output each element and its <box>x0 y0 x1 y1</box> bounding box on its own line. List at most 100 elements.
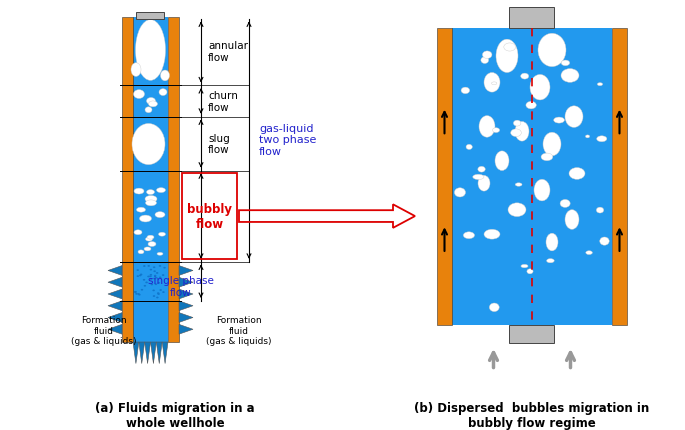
Ellipse shape <box>136 21 166 81</box>
Bar <box>182 174 237 259</box>
Ellipse shape <box>149 101 158 108</box>
Ellipse shape <box>495 151 509 171</box>
Ellipse shape <box>156 188 166 193</box>
Ellipse shape <box>156 297 159 299</box>
Polygon shape <box>179 325 193 335</box>
Ellipse shape <box>482 52 492 59</box>
Ellipse shape <box>489 303 499 312</box>
Ellipse shape <box>463 232 475 239</box>
Bar <box>510 8 554 29</box>
Polygon shape <box>108 325 122 335</box>
Ellipse shape <box>600 237 609 246</box>
Ellipse shape <box>147 236 154 240</box>
Ellipse shape <box>511 129 521 137</box>
Ellipse shape <box>151 284 153 286</box>
Ellipse shape <box>454 188 466 197</box>
Ellipse shape <box>136 276 139 277</box>
Ellipse shape <box>153 278 155 280</box>
Ellipse shape <box>466 145 473 150</box>
Polygon shape <box>151 342 156 364</box>
Ellipse shape <box>147 276 150 278</box>
Text: churn
flow: churn flow <box>208 91 238 113</box>
Ellipse shape <box>155 212 165 218</box>
Ellipse shape <box>136 270 139 271</box>
Polygon shape <box>145 342 151 364</box>
Ellipse shape <box>149 274 152 276</box>
Polygon shape <box>162 342 168 364</box>
Ellipse shape <box>153 267 155 268</box>
Bar <box>452 29 612 326</box>
Polygon shape <box>108 313 122 322</box>
Ellipse shape <box>546 233 558 251</box>
Ellipse shape <box>147 265 150 267</box>
Ellipse shape <box>560 200 570 208</box>
Ellipse shape <box>147 190 155 195</box>
Ellipse shape <box>158 282 160 284</box>
Ellipse shape <box>134 292 136 293</box>
Ellipse shape <box>158 233 166 237</box>
Ellipse shape <box>527 269 533 274</box>
Ellipse shape <box>138 250 144 254</box>
Polygon shape <box>179 313 193 322</box>
Ellipse shape <box>547 259 554 263</box>
Ellipse shape <box>561 61 570 67</box>
Ellipse shape <box>521 265 528 268</box>
Ellipse shape <box>140 289 143 291</box>
Ellipse shape <box>565 107 583 128</box>
Ellipse shape <box>139 275 142 276</box>
Ellipse shape <box>159 89 167 96</box>
Bar <box>133 18 168 342</box>
Ellipse shape <box>159 265 161 267</box>
Ellipse shape <box>586 251 593 255</box>
Polygon shape <box>156 342 162 364</box>
Ellipse shape <box>530 75 550 101</box>
Ellipse shape <box>134 230 142 235</box>
Ellipse shape <box>149 276 151 277</box>
Ellipse shape <box>515 122 529 142</box>
Text: (a) Fluids migration in a
whole wellhole: (a) Fluids migration in a whole wellhole <box>95 401 255 429</box>
Ellipse shape <box>143 265 146 267</box>
Ellipse shape <box>149 269 152 271</box>
Bar <box>612 29 627 326</box>
Polygon shape <box>108 289 122 299</box>
Polygon shape <box>179 266 193 276</box>
Ellipse shape <box>586 135 590 138</box>
Ellipse shape <box>473 175 484 180</box>
Ellipse shape <box>144 247 151 251</box>
Ellipse shape <box>597 208 603 214</box>
Ellipse shape <box>597 83 603 86</box>
Text: (b) Dispersed  bubbles migration in
bubbly flow regime: (b) Dispersed bubbles migration in bubbl… <box>414 401 649 429</box>
Text: Formation
fluid
(gas & liquids): Formation fluid (gas & liquids) <box>206 316 272 345</box>
Bar <box>510 326 554 343</box>
Text: annular
flow: annular flow <box>208 41 248 63</box>
Ellipse shape <box>132 124 165 165</box>
Ellipse shape <box>148 242 156 247</box>
Ellipse shape <box>160 71 169 82</box>
Ellipse shape <box>597 136 607 142</box>
Ellipse shape <box>147 98 155 105</box>
Ellipse shape <box>144 285 146 287</box>
Ellipse shape <box>461 88 470 95</box>
Ellipse shape <box>154 275 156 277</box>
Ellipse shape <box>157 292 160 294</box>
Polygon shape <box>179 301 193 311</box>
Ellipse shape <box>484 230 500 240</box>
Ellipse shape <box>478 167 485 173</box>
Bar <box>437 29 452 326</box>
Ellipse shape <box>504 44 516 52</box>
Ellipse shape <box>162 292 164 293</box>
Ellipse shape <box>145 282 148 284</box>
Ellipse shape <box>150 278 153 280</box>
Polygon shape <box>108 266 122 276</box>
Ellipse shape <box>152 290 155 292</box>
Polygon shape <box>139 342 145 364</box>
Ellipse shape <box>543 133 561 157</box>
Ellipse shape <box>515 183 522 187</box>
Ellipse shape <box>138 294 140 296</box>
Ellipse shape <box>569 168 585 180</box>
Ellipse shape <box>145 200 156 206</box>
Polygon shape <box>179 278 193 288</box>
Polygon shape <box>108 278 122 288</box>
Text: single phase
flow: single phase flow <box>147 276 214 297</box>
Ellipse shape <box>561 69 579 83</box>
